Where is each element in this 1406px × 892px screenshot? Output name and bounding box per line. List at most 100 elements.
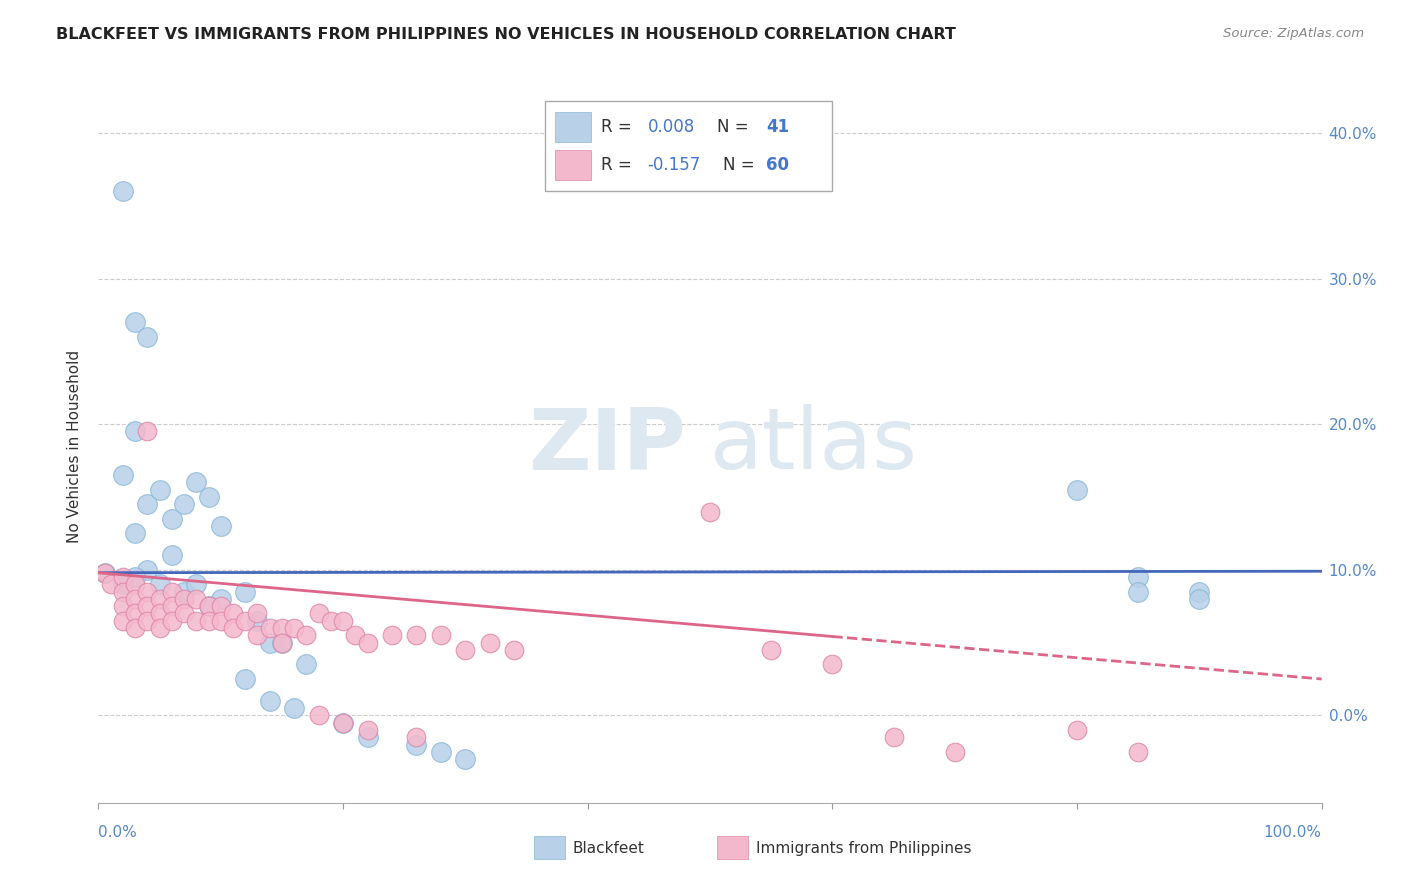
Point [332,715,354,730]
Text: R =: R = [602,156,637,174]
Point [149,591,172,606]
Point [1128,570,1150,584]
Point [308,607,330,621]
Point [124,621,146,635]
Text: 41: 41 [766,118,789,136]
Point [160,599,183,614]
Text: BLACKFEET VS IMMIGRANTS FROM PHILIPPINES NO VEHICLES IN HOUSEHOLD CORRELATION CH: BLACKFEET VS IMMIGRANTS FROM PHILIPPINES… [56,27,956,42]
Point [197,614,219,628]
Point [478,635,501,649]
Point [454,752,477,766]
Point [270,635,294,649]
Point [111,577,134,591]
Point [124,577,146,591]
Point [246,614,269,628]
Text: ZIP: ZIP [527,404,686,488]
Text: 0.0%: 0.0% [98,825,138,840]
Point [332,715,354,730]
Point [761,643,783,657]
Point [1128,584,1150,599]
Text: Blackfeet: Blackfeet [572,841,644,855]
Point [160,512,183,526]
Point [1066,723,1088,737]
Point [111,184,134,198]
Text: Source: ZipAtlas.com: Source: ZipAtlas.com [1223,27,1364,40]
Point [160,584,183,599]
Point [405,628,427,642]
Point [222,621,245,635]
Point [270,621,294,635]
Point [222,607,245,621]
Point [295,657,318,672]
Text: 60: 60 [766,156,789,174]
Text: -0.157: -0.157 [648,156,702,174]
Point [111,614,134,628]
Point [699,504,721,518]
Point [381,628,404,642]
Point [283,701,305,715]
Point [186,577,208,591]
Point [136,425,159,439]
Point [93,566,115,580]
Y-axis label: No Vehicles in Household: No Vehicles in Household [67,350,83,542]
Point [197,599,219,614]
Point [111,599,134,614]
Point [430,628,453,642]
Point [173,607,195,621]
Point [136,330,159,344]
Point [259,635,281,649]
Point [186,614,208,628]
Point [149,577,172,591]
Point [454,643,477,657]
Point [246,628,269,642]
Point [332,614,354,628]
Point [295,628,318,642]
Text: N =: N = [724,156,761,174]
Point [124,315,146,329]
Point [1188,591,1211,606]
Point [124,570,146,584]
Point [1128,745,1150,759]
Text: 100.0%: 100.0% [1264,825,1322,840]
Point [186,475,208,490]
Text: Immigrants from Philippines: Immigrants from Philippines [756,841,972,855]
Point [111,570,134,584]
Point [233,584,256,599]
Text: atlas: atlas [710,404,918,488]
Point [160,548,183,562]
Point [136,563,159,577]
FancyBboxPatch shape [555,150,592,180]
Point [405,738,427,752]
Point [356,723,378,737]
Text: N =: N = [717,118,754,136]
Point [943,745,966,759]
Point [283,621,305,635]
Point [186,591,208,606]
Point [233,614,256,628]
Point [503,643,526,657]
Point [259,694,281,708]
Point [1066,483,1088,497]
FancyBboxPatch shape [555,112,592,142]
Point [124,591,146,606]
Point [149,483,172,497]
Text: R =: R = [602,118,637,136]
Point [124,425,146,439]
Point [197,490,219,504]
Point [883,731,905,745]
Point [209,519,232,533]
Point [246,607,269,621]
Point [259,621,281,635]
Point [319,614,342,628]
Point [136,584,159,599]
Point [124,526,146,541]
Point [149,621,172,635]
Point [356,731,378,745]
Point [136,497,159,511]
Point [111,584,134,599]
Point [821,657,844,672]
Point [197,599,219,614]
Point [308,708,330,723]
Point [430,745,453,759]
Point [160,614,183,628]
